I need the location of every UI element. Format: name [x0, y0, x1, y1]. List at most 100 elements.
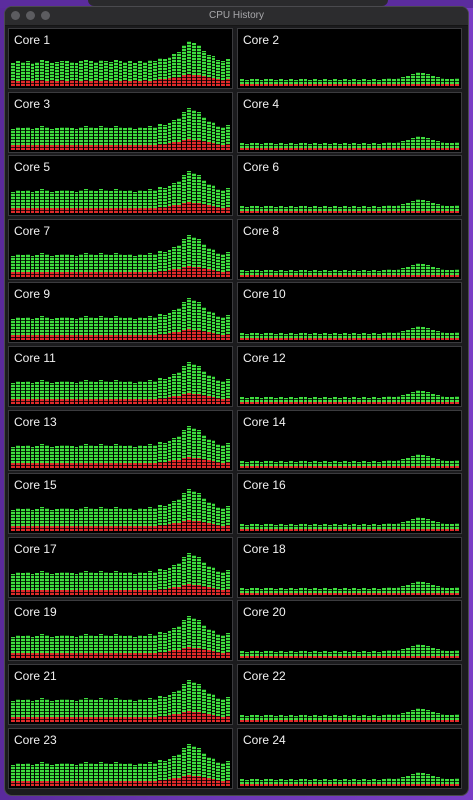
usage-bar	[157, 505, 162, 532]
user-load-segment	[352, 333, 357, 339]
usage-bar	[381, 333, 386, 341]
usage-bar	[20, 62, 25, 86]
user-load-segment	[323, 269, 328, 275]
usage-bar	[138, 190, 143, 214]
user-load-segment	[430, 266, 435, 275]
user-load-segment	[196, 747, 201, 776]
usage-bar	[308, 652, 313, 659]
user-load-segment	[391, 269, 396, 275]
user-load-segment	[362, 142, 367, 148]
usage-bar	[284, 80, 288, 86]
usage-bar	[435, 77, 440, 86]
system-load-segment	[362, 402, 367, 404]
user-load-segment	[138, 762, 143, 781]
user-load-segment	[259, 716, 264, 720]
usage-history-bars	[240, 225, 460, 277]
usage-bar	[264, 333, 269, 341]
system-load-segment	[362, 656, 367, 659]
usage-bar	[59, 253, 64, 277]
system-load-segment	[288, 465, 293, 468]
user-load-segment	[123, 191, 128, 209]
user-load-segment	[352, 715, 357, 720]
usage-bar	[347, 207, 352, 214]
user-load-segment	[323, 587, 328, 593]
usage-bar	[249, 651, 254, 659]
user-load-segment	[172, 501, 177, 524]
user-load-segment	[211, 312, 216, 334]
user-load-segment	[201, 752, 206, 777]
user-load-segment	[269, 778, 274, 784]
usage-bar	[167, 631, 172, 659]
system-load-segment	[84, 717, 89, 722]
user-load-segment	[430, 712, 435, 720]
zoom-icon[interactable]	[41, 11, 50, 20]
system-load-segment	[182, 139, 187, 150]
system-load-segment	[357, 592, 362, 595]
usage-bar	[69, 254, 74, 277]
usage-bar	[79, 508, 84, 532]
usage-bar	[425, 137, 430, 150]
core-graph: Core 16	[237, 473, 462, 535]
usage-bar	[274, 143, 279, 150]
usage-history-bars	[11, 670, 231, 722]
user-load-segment	[50, 128, 55, 145]
usage-bar	[59, 699, 64, 722]
user-load-segment	[284, 525, 288, 530]
system-load-segment	[143, 717, 147, 722]
system-load-segment	[376, 783, 381, 786]
usage-bar	[177, 244, 182, 277]
usage-bar	[288, 269, 293, 277]
system-load-segment	[372, 338, 376, 341]
usage-bar	[249, 715, 254, 722]
usage-bar	[74, 637, 79, 659]
user-load-segment	[128, 699, 133, 717]
usage-history-bars	[240, 543, 460, 595]
system-load-segment	[11, 80, 15, 86]
system-load-segment	[352, 529, 357, 532]
usage-bar	[30, 701, 35, 722]
system-load-segment	[64, 144, 69, 150]
user-load-segment	[79, 190, 84, 209]
user-load-segment	[416, 708, 420, 720]
user-load-segment	[201, 116, 206, 141]
usage-bar	[69, 700, 74, 722]
usage-bar	[425, 392, 430, 404]
title-bar[interactable]: CPU History	[5, 7, 468, 26]
system-load-segment	[40, 526, 45, 532]
usage-bar	[323, 206, 328, 214]
user-load-segment	[332, 778, 337, 784]
system-load-segment	[89, 335, 94, 341]
usage-bar	[332, 524, 337, 532]
system-load-segment	[196, 712, 201, 722]
usage-bar	[406, 394, 411, 404]
usage-bar	[162, 506, 167, 532]
minimize-icon[interactable]	[26, 11, 35, 20]
usage-bar	[45, 635, 50, 659]
usage-bar	[381, 651, 386, 659]
user-load-segment	[152, 571, 157, 590]
system-load-segment	[221, 589, 226, 595]
usage-bar	[269, 778, 274, 786]
usage-bar	[376, 398, 381, 404]
usage-bar	[74, 383, 79, 404]
system-load-segment	[108, 81, 113, 86]
usage-bar	[25, 444, 30, 468]
user-load-segment	[143, 636, 147, 654]
close-icon[interactable]	[11, 11, 20, 20]
system-load-segment	[288, 84, 293, 86]
user-load-segment	[284, 398, 288, 402]
system-load-segment	[298, 211, 303, 214]
usage-bar	[191, 745, 196, 786]
usage-bar	[269, 79, 274, 86]
system-load-segment	[440, 274, 445, 277]
usage-bar	[401, 204, 406, 214]
user-load-segment	[152, 508, 157, 527]
user-load-segment	[440, 523, 445, 530]
system-load-segment	[40, 717, 45, 722]
usage-bar	[357, 80, 362, 86]
system-load-segment	[401, 783, 406, 786]
user-load-segment	[435, 585, 440, 593]
system-load-segment	[196, 394, 201, 404]
system-load-segment	[244, 465, 249, 468]
user-load-segment	[172, 310, 177, 333]
